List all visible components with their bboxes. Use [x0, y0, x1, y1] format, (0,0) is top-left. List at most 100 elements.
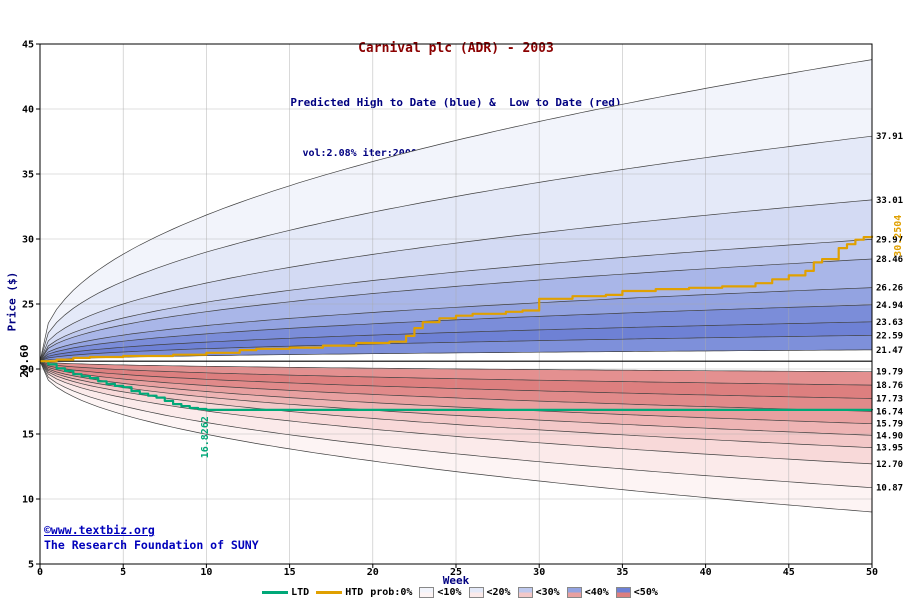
x-tick-label: 20: [367, 567, 379, 578]
chart-subtitle: Predicted High to Date (blue) & Low to D…: [290, 96, 622, 109]
band-boundary: [39, 59, 873, 362]
legend-level-chip: [566, 587, 582, 598]
high-band: [40, 287, 872, 362]
y-tick-label: 40: [22, 105, 34, 116]
high-band: [40, 59, 872, 362]
low-band: [40, 361, 872, 424]
low-band: [40, 361, 872, 436]
band-end-label: 12.70: [876, 460, 903, 470]
band-end-label: 29.97: [876, 235, 903, 245]
x-tick-label: 40: [700, 567, 712, 578]
band-boundary: [39, 321, 873, 362]
band-end-label: 13.95: [876, 444, 903, 454]
legend-prob-label: prob:0%: [370, 587, 413, 598]
band-end-label: 28.46: [876, 255, 903, 265]
legend-level-item: <50%: [615, 587, 658, 598]
htd-line: [40, 235, 874, 363]
band-end-label: 33.01: [876, 196, 903, 206]
band-boundary: [39, 360, 873, 386]
band-boundary: [39, 360, 873, 412]
band-end-label: 23.63: [876, 318, 903, 328]
band-end-label: 17.73: [876, 395, 903, 405]
y-tick-label: 20: [22, 365, 34, 376]
band-boundary: [39, 360, 873, 448]
low-band: [40, 361, 872, 464]
high-band: [40, 259, 872, 362]
band-end-label: 24.94: [876, 301, 904, 311]
band-boundary-lines: [39, 59, 873, 513]
x-tick-label: 10: [200, 567, 212, 578]
band-boundary: [39, 239, 873, 362]
legend-level-item: <30%: [517, 587, 560, 598]
legend-level-chip: [468, 587, 484, 598]
low-band: [40, 361, 872, 488]
value-labels: 21.47 22.59 23.63 24.94 26.26 28.46 29.97 33.01…: [18, 132, 904, 494]
legend-level-label: <10%: [437, 587, 462, 598]
y-tick-label: 5: [28, 560, 34, 571]
legend-htd-label: HTD: [345, 587, 364, 598]
band-end-label: 26.26: [876, 284, 903, 294]
band-end-label: 18.76: [876, 381, 903, 391]
legend-prob-zero: prob:0%: [370, 587, 412, 598]
legend-level-label: <40%: [584, 587, 609, 598]
band-boundary: [39, 360, 872, 373]
legend-level-item: <20%: [468, 587, 511, 598]
x-tick-label: 35: [616, 567, 628, 578]
series-lines: [40, 235, 874, 411]
band-boundary: [39, 135, 873, 362]
band-boundary: [39, 360, 873, 436]
y-tick-label: 45: [22, 40, 34, 51]
band-boundary: [39, 360, 873, 425]
band-boundary: [39, 258, 873, 362]
y-tick-label: 15: [22, 430, 34, 441]
band-boundary: [39, 361, 873, 465]
band-boundary: [39, 361, 873, 489]
gridlines: [39, 43, 873, 565]
band-boundary: [39, 334, 873, 362]
legend-level-label: <30%: [535, 587, 560, 598]
htd-final-value-label: 30.2504: [893, 215, 904, 257]
x-axis-title: Week: [442, 574, 470, 587]
x-tick-label: 0: [37, 567, 43, 578]
legend-level-label: <20%: [486, 587, 511, 598]
watermark-url[interactable]: ©www.textbiz.org: [44, 523, 155, 537]
legend-level-chip: [419, 587, 435, 598]
y-axis-title: Price ($): [5, 271, 19, 332]
band-end-label: 10.87: [876, 484, 903, 494]
legend-htd-swatch: [316, 591, 343, 594]
watermark: ©www.textbiz.org The Research Foundation…: [44, 523, 259, 553]
y-tick-label: 10: [22, 495, 34, 506]
low-band: [40, 361, 872, 412]
band-end-label: 15.79: [876, 420, 903, 430]
legend-ltd-swatch: [262, 591, 289, 594]
legend-ltd-label-item: LTD: [262, 587, 309, 598]
band-end-label: 21.47: [876, 346, 903, 356]
x-tick-label: 30: [533, 567, 545, 578]
low-band: [40, 361, 872, 512]
band-end-label: 14.90: [876, 431, 903, 441]
band-end-label: 19.79: [876, 368, 903, 378]
chart-legend: LTD HTD prob:0% <10% <20% <30% <40% <50%: [0, 587, 920, 598]
band-end-label: 16.74: [876, 407, 904, 417]
legend-level-chip: [615, 587, 631, 598]
start-price-label: 20.60: [18, 345, 31, 378]
band-boundary: [39, 199, 873, 362]
watermark-organization: The Research Foundation of SUNY: [44, 538, 259, 552]
band-boundary: [39, 304, 873, 362]
band-end-label: 22.59: [876, 331, 903, 341]
x-tick-label: 50: [866, 567, 878, 578]
y-tick-label: 30: [22, 235, 34, 246]
high-band: [40, 199, 872, 362]
legend-level-item: <10%: [419, 587, 462, 598]
y-tick-label: 25: [22, 300, 34, 311]
band-boundary: [39, 360, 873, 399]
band-end-label: 37.91: [876, 132, 903, 142]
legend-ltd-label: LTD: [291, 587, 310, 598]
x-tick-label: 45: [783, 567, 795, 578]
high-band: [40, 304, 872, 362]
band-boundary: [39, 361, 873, 513]
x-tick-label: 5: [120, 567, 126, 578]
